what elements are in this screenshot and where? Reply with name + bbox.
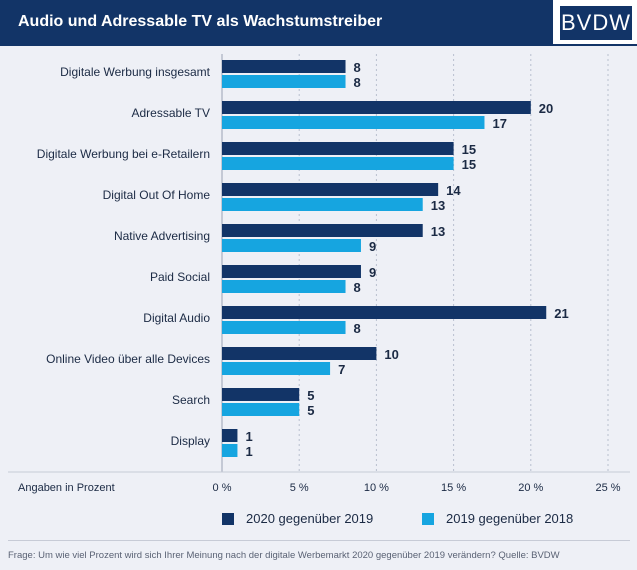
footnote: Frage: Um wie viel Prozent wird sich Ihr…	[8, 550, 560, 561]
bar	[222, 142, 454, 155]
chart-title: Audio und Adressable TV als Wachstumstre…	[18, 13, 383, 30]
bar	[222, 224, 423, 237]
data-label: 10	[384, 347, 398, 362]
legend-label-2020: 2020 gegenüber 2019	[246, 511, 374, 526]
data-label: 8	[354, 280, 361, 295]
bar	[222, 198, 423, 211]
legend-label-2019: 2019 gegenüber 2018	[446, 511, 574, 526]
data-label: 14	[446, 183, 461, 198]
bar	[222, 265, 361, 278]
footer-divider	[8, 540, 630, 541]
data-label: 1	[245, 444, 252, 459]
x-tick-label: 0 %	[213, 482, 232, 494]
bar	[222, 362, 331, 375]
bar	[222, 306, 547, 319]
category-label: Display	[171, 434, 210, 448]
header-divider	[0, 44, 637, 46]
data-label: 20	[539, 101, 553, 116]
data-label: 9	[369, 265, 376, 280]
category-label: Digital Out Of Home	[103, 188, 211, 202]
bar	[222, 403, 300, 416]
data-label: 9	[369, 239, 376, 254]
title-bar: Audio und Adressable TV als Wachstumstre…	[0, 0, 553, 44]
legend: 2020 gegenüber 2019 2019 gegenüber 2018	[222, 511, 632, 533]
bar	[222, 347, 377, 360]
data-label: 7	[338, 362, 345, 377]
bar	[222, 239, 361, 252]
legend-item-2020: 2020 gegenüber 2019	[222, 511, 373, 526]
bar	[222, 157, 454, 170]
bar	[222, 321, 346, 334]
data-label: 8	[354, 60, 361, 75]
bar	[222, 116, 485, 129]
category-label: Digitale Werbung insgesamt	[60, 65, 211, 79]
data-label: 15	[462, 157, 476, 172]
category-label: Search	[172, 393, 210, 407]
bar	[222, 444, 238, 457]
category-label: Online Video über alle Devices	[46, 352, 210, 366]
data-label: 13	[431, 224, 445, 239]
data-label: 17	[492, 116, 506, 131]
x-tick-label: 5 %	[290, 482, 309, 494]
bar	[222, 183, 439, 196]
bar	[222, 280, 346, 293]
legend-swatch-2020	[222, 512, 234, 525]
x-tick-label: 10 %	[364, 482, 389, 494]
data-label: 13	[431, 198, 445, 213]
x-tick-label: 25 %	[595, 482, 620, 494]
category-label: Digitale Werbung bei e-Retailern	[37, 147, 210, 161]
x-axis-label: Angaben in Prozent	[18, 482, 115, 494]
bar	[222, 429, 238, 442]
data-label: 8	[354, 75, 361, 90]
bar	[222, 75, 346, 88]
category-label: Adressable TV	[132, 106, 211, 120]
bar	[222, 101, 531, 114]
category-label: Digital Audio	[143, 311, 210, 325]
data-label: 5	[307, 388, 314, 403]
x-tick-label: 20 %	[518, 482, 543, 494]
data-label: 1	[245, 429, 252, 444]
x-tick-label: 15 %	[441, 482, 466, 494]
bar	[222, 60, 346, 73]
data-label: 21	[554, 306, 568, 321]
data-label: 15	[462, 142, 476, 157]
data-label: 5	[307, 403, 314, 418]
data-label: 8	[354, 321, 361, 336]
bvdw-logo: BVDW	[560, 6, 632, 40]
header: Audio und Adressable TV als Wachstumstre…	[0, 0, 637, 44]
legend-item-2019: 2019 gegenüber 2018	[422, 511, 573, 526]
legend-swatch-2019	[422, 512, 434, 525]
category-label: Paid Social	[150, 270, 210, 284]
category-label: Native Advertising	[114, 229, 210, 243]
bar	[222, 388, 300, 401]
